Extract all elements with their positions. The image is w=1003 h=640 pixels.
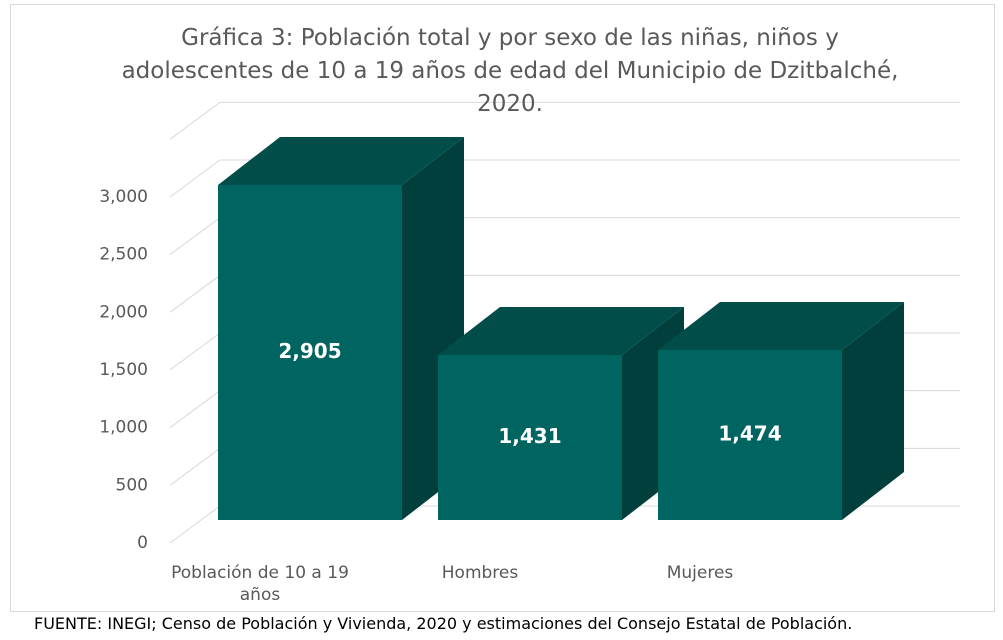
grid-line (169, 447, 221, 486)
bar-front (438, 354, 622, 520)
y-tick-label: 1,000 (99, 418, 148, 438)
y-tick-label: 2,000 (99, 302, 148, 322)
bar-top (658, 301, 904, 350)
grid-line (169, 101, 221, 140)
y-tick-label: 500 (116, 475, 148, 495)
bar-side (842, 301, 904, 520)
y-tick-label: 3,000 (99, 187, 148, 207)
grid-line (169, 159, 221, 198)
y-tick-label: 2,500 (99, 245, 148, 265)
grid-line (169, 274, 221, 313)
grid-line (169, 217, 221, 256)
grid-line (169, 332, 221, 371)
chart-border (10, 4, 995, 612)
x-tick-label: Mujeres (666, 563, 734, 583)
grid-line (169, 505, 221, 544)
y-tick-label: 0 (137, 533, 148, 553)
bar (438, 306, 684, 520)
bar-front (658, 349, 842, 520)
bar (218, 136, 464, 520)
y-tick-label: 1,500 (99, 360, 148, 380)
bar-top (438, 306, 684, 355)
x-tick-label: Hombres (441, 563, 519, 583)
data-label: 1,431 (498, 424, 561, 448)
data-label: 2,905 (278, 339, 341, 363)
source-note: FUENTE: INEGI; Censo de Población y Vivi… (34, 614, 853, 633)
chart-title: Gráfica 3: Población total y por sexo de… (121, 25, 899, 117)
grid-line (169, 390, 221, 429)
data-label: 1,474 (718, 421, 781, 445)
bar-top (218, 136, 464, 185)
x-tick-label: Población de 10 a 19 años (171, 563, 349, 605)
bar-front (218, 184, 402, 520)
bar (658, 301, 904, 520)
